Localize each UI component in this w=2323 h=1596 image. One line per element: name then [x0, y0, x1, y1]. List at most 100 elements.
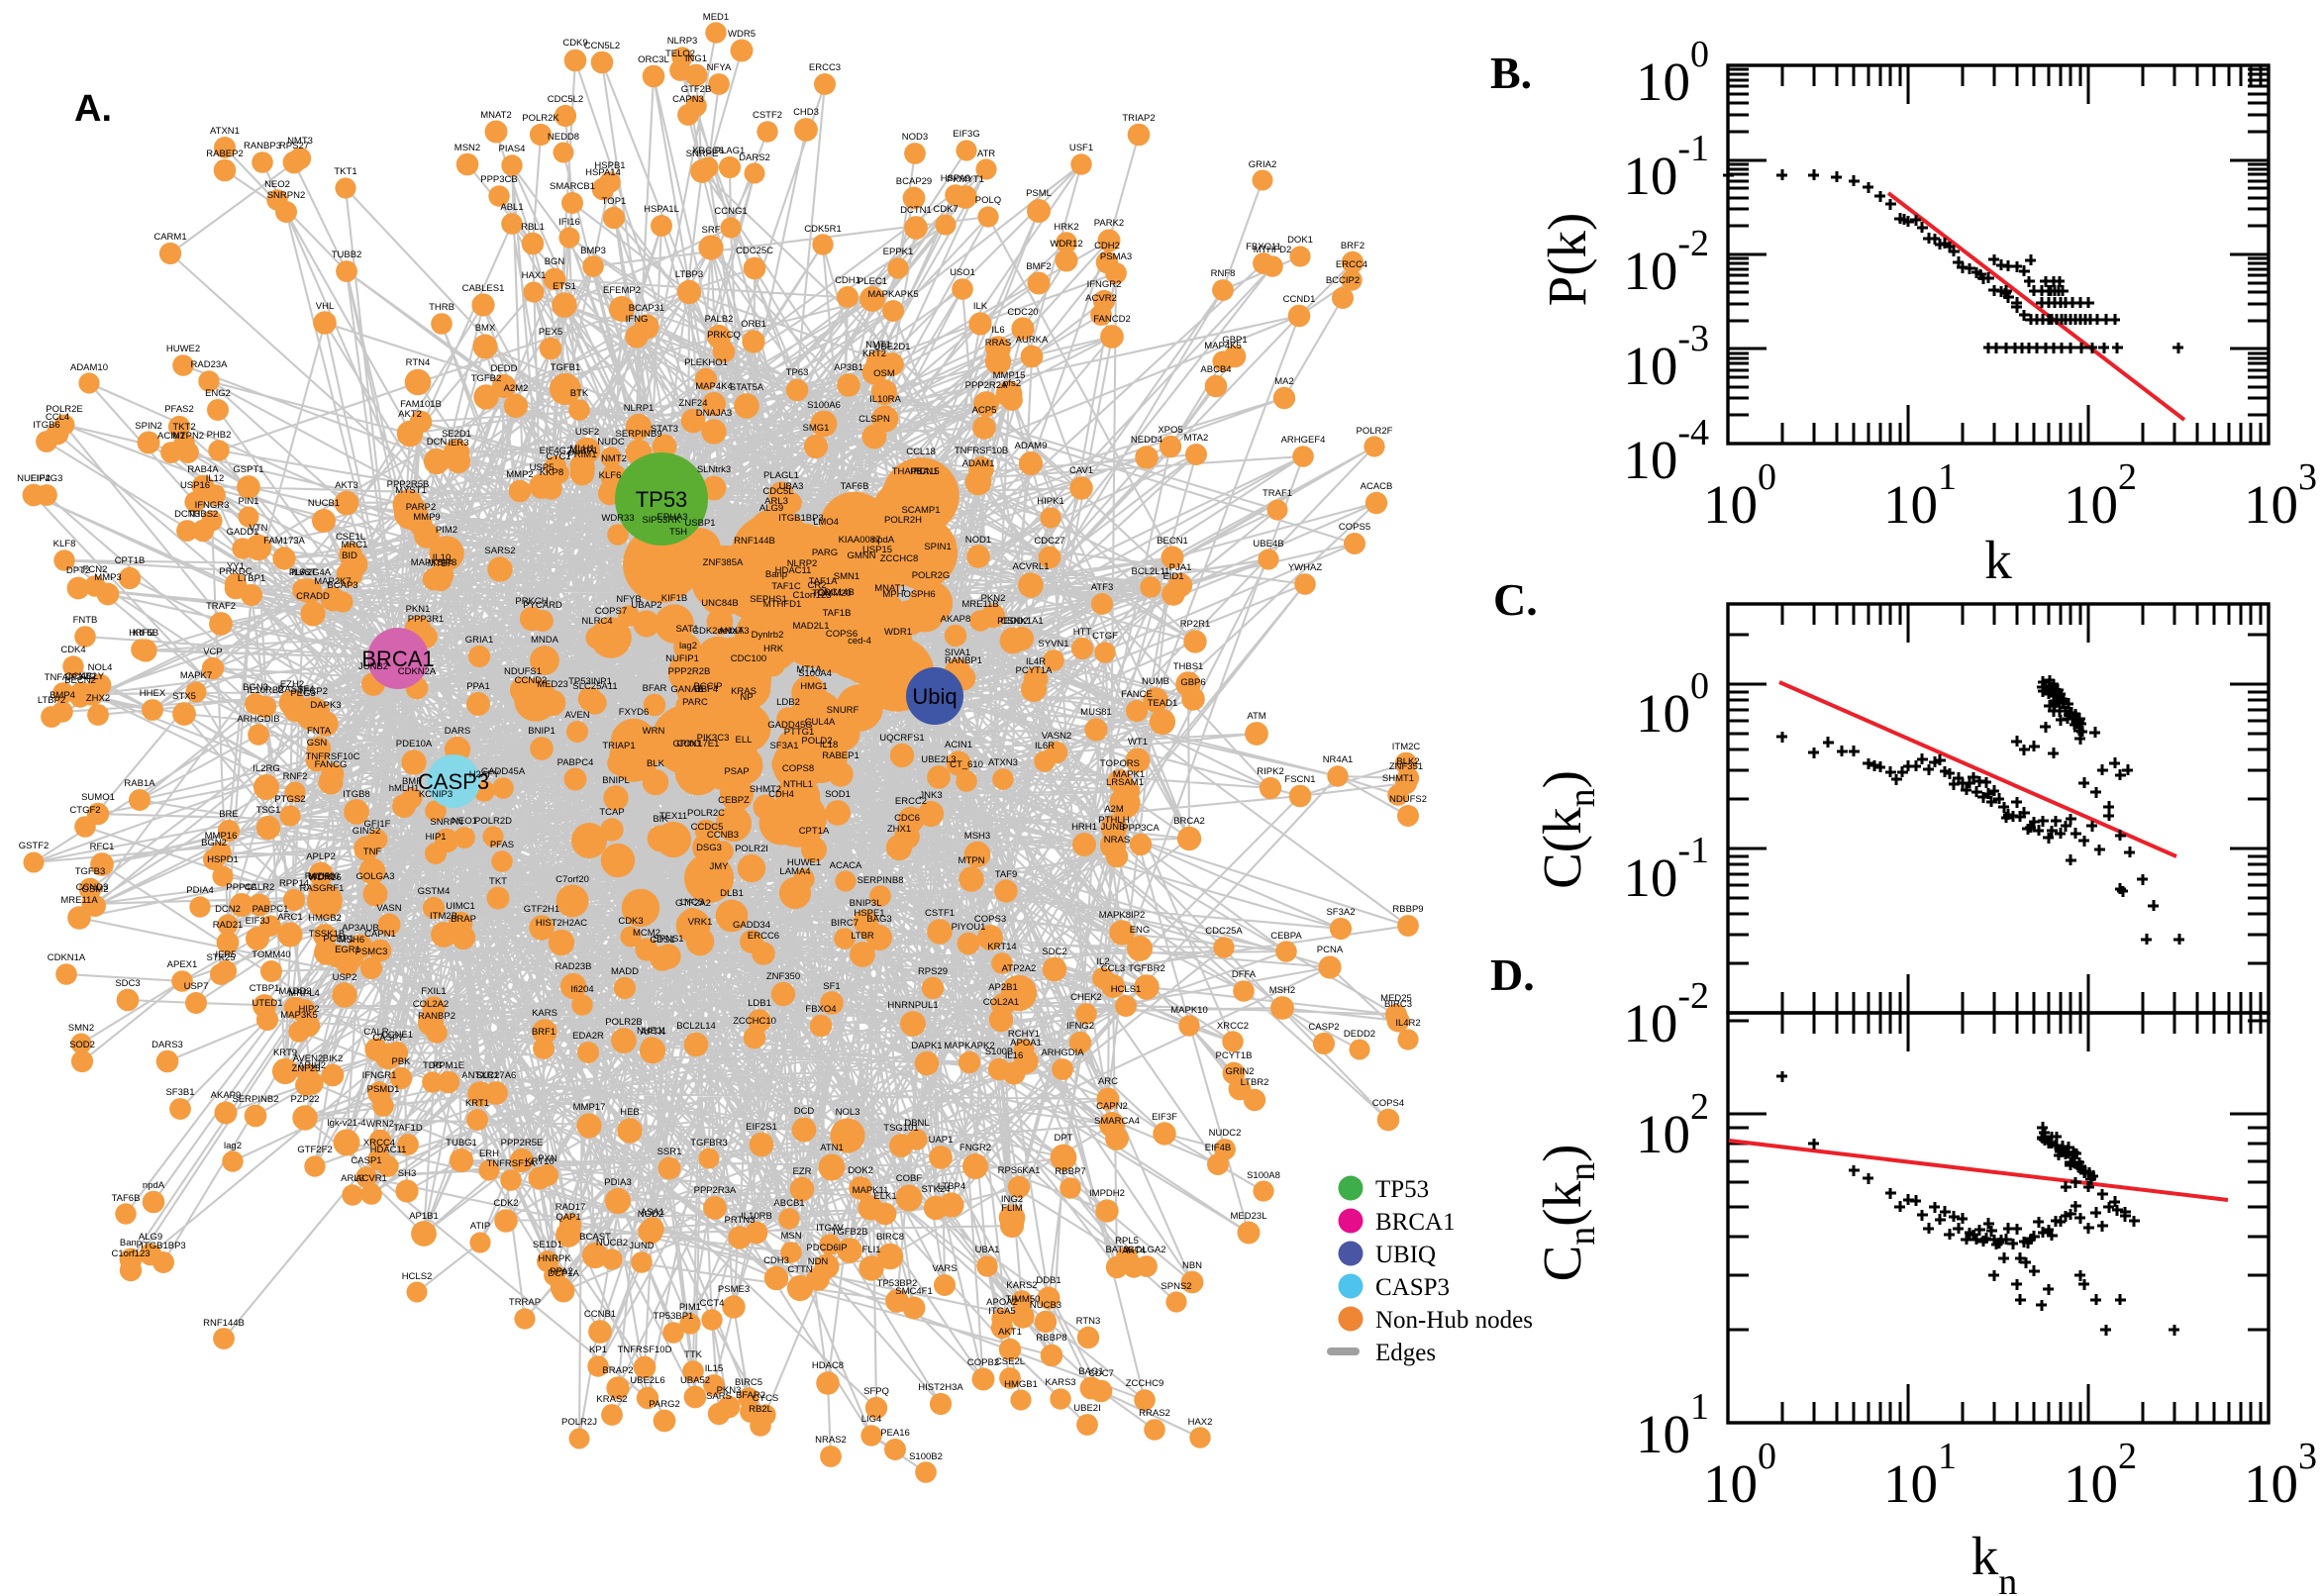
svg-text:IL12: IL12	[206, 473, 225, 484]
svg-text:PEA15: PEA15	[910, 466, 940, 477]
svg-text:NTHL1: NTHL1	[783, 779, 813, 790]
svg-text:HCLS2: HCLS2	[402, 1271, 433, 1282]
svg-text:LTBP4: LTBP4	[938, 1181, 965, 1192]
svg-text:COPS6: COPS6	[826, 629, 858, 640]
svg-text:MMP3: MMP3	[94, 572, 121, 583]
svg-text:ATF3: ATF3	[1091, 582, 1114, 593]
svg-text:SCAMP1: SCAMP1	[901, 505, 940, 516]
svg-text:IFNGR1: IFNGR1	[362, 1070, 397, 1081]
svg-text:PLAGL1: PLAGL1	[763, 470, 799, 481]
svg-text:ITGB1BP3: ITGB1BP3	[141, 1241, 185, 1251]
svg-text:DARS3: DARS3	[152, 1040, 183, 1050]
svg-text:CDC6: CDC6	[894, 813, 920, 824]
svg-text:CCNE1: CCNE1	[381, 1030, 413, 1041]
svg-text:AKT3: AKT3	[335, 480, 358, 491]
svg-text:UIMC1: UIMC1	[446, 901, 475, 912]
svg-text:KARS2: KARS2	[1006, 1280, 1037, 1291]
svg-text:ARL3: ARL3	[764, 496, 788, 507]
svg-text:PFAS: PFAS	[490, 840, 514, 850]
svg-text:IER3: IER3	[448, 438, 468, 449]
svg-text:WRN: WRN	[643, 726, 665, 737]
svg-text:CDK9: CDK9	[562, 38, 587, 49]
svg-text:ITGB6: ITGB6	[33, 420, 59, 431]
svg-text:MAPKAPK5: MAPKAPK5	[867, 289, 918, 300]
svg-text:BCAST: BCAST	[579, 1232, 611, 1243]
svg-text:PARC: PARC	[682, 697, 708, 708]
svg-text:NDUFS1: NDUFS1	[504, 666, 542, 677]
svg-text:PIYOU1: PIYOU1	[952, 922, 986, 933]
svg-text:RASGRF1: RASGRF1	[300, 883, 345, 894]
svg-text:TAF1D: TAF1D	[393, 1123, 423, 1134]
svg-text:SRF: SRF	[702, 225, 721, 236]
svg-text:IFNG: IFNG	[626, 314, 649, 325]
svg-text:HMGB2: HMGB2	[308, 913, 342, 924]
svg-text:HCLS1: HCLS1	[1111, 984, 1142, 995]
svg-text:PLA2G4A: PLA2G4A	[289, 567, 332, 578]
svg-text:TUBB2: TUBB2	[332, 249, 362, 260]
svg-text:BGN: BGN	[545, 256, 565, 267]
svg-text:PSMA3: PSMA3	[1100, 251, 1132, 262]
svg-text:LDB2: LDB2	[776, 697, 800, 708]
svg-text:POLR2J: POLR2J	[561, 1417, 597, 1428]
svg-text:SNURF: SNURF	[827, 705, 859, 716]
svg-text:PARP2: PARP2	[406, 502, 436, 513]
svg-text:AKT2: AKT2	[398, 409, 422, 420]
svg-text:TSG1: TSG1	[256, 805, 281, 816]
svg-text:CCN5L2: CCN5L2	[584, 41, 620, 51]
svg-text:UBA3: UBA3	[779, 481, 804, 492]
svg-text:NOL4: NOL4	[88, 662, 113, 673]
svg-text:ILK: ILK	[973, 301, 988, 312]
svg-text:SOD2: SOD2	[69, 1040, 95, 1050]
svg-text:GSTF2: GSTF2	[19, 841, 50, 851]
svg-text:AKT1: AKT1	[998, 1327, 1022, 1338]
svg-text:ZNF351: ZNF351	[1389, 761, 1423, 772]
svg-text:MUS81: MUS81	[1080, 707, 1112, 718]
svg-text:THRB: THRB	[429, 302, 454, 313]
svg-text:XPO5: XPO5	[1158, 425, 1182, 436]
svg-text:Cn(kn): Cn(kn)	[1532, 1145, 1603, 1282]
svg-text:POLR2H: POLR2H	[884, 515, 922, 526]
svg-text:D.: D.	[1490, 949, 1535, 1000]
svg-text:MPHOSPH6: MPHOSPH6	[882, 589, 935, 600]
svg-text:NDUFS2: NDUFS2	[1389, 794, 1427, 805]
svg-text:SMN2: SMN2	[68, 1023, 94, 1034]
svg-text:EZH2: EZH2	[280, 679, 304, 690]
svg-text:DAPK1: DAPK1	[911, 1041, 942, 1051]
svg-text:k: k	[1984, 530, 2012, 590]
svg-text:VARS: VARS	[932, 1263, 957, 1274]
svg-text:HMGB1: HMGB1	[1004, 1379, 1038, 1390]
svg-text:ZHX1: ZHX1	[887, 824, 911, 835]
svg-text:S100A4: S100A4	[798, 668, 832, 679]
svg-text:ZNF24: ZNF24	[678, 398, 707, 409]
svg-text:ZCCHC8: ZCCHC8	[880, 553, 919, 564]
svg-text:CDC7: CDC7	[1088, 1368, 1114, 1379]
svg-text:Ubiq: Ubiq	[912, 684, 957, 709]
svg-text:EPPK1: EPPK1	[883, 247, 914, 257]
svg-text:COPS8: COPS8	[782, 763, 814, 774]
svg-text:MED23: MED23	[537, 679, 568, 690]
svg-text:NMT1: NMT1	[865, 340, 891, 350]
svg-text:HIST2H2AC: HIST2H2AC	[536, 918, 587, 929]
svg-text:FLIM: FLIM	[1001, 1203, 1023, 1214]
svg-text:CDC14B: CDC14B	[817, 587, 855, 598]
svg-text:BCL2L14: BCL2L14	[676, 1021, 716, 1032]
svg-text:NOD3: NOD3	[902, 132, 928, 143]
svg-text:TAF6B: TAF6B	[112, 1193, 141, 1204]
svg-text:WRN2: WRN2	[366, 1119, 394, 1130]
svg-text:XRCC6: XRCC6	[692, 146, 724, 156]
svg-text:TEAD1: TEAD1	[1148, 698, 1178, 709]
svg-text:FNTA: FNTA	[307, 726, 332, 737]
svg-text:CDC5L2: CDC5L2	[548, 94, 583, 105]
svg-text:PYCARD: PYCARD	[523, 600, 562, 611]
svg-text:RABEP1: RABEP1	[822, 750, 859, 761]
svg-text:ACLY: ACLY	[80, 671, 105, 682]
svg-text:PLEC1: PLEC1	[858, 276, 887, 287]
svg-text:HDAC8: HDAC8	[812, 1360, 844, 1371]
svg-text:TFCP2: TFCP2	[298, 686, 328, 697]
svg-text:GANAB: GANAB	[670, 684, 703, 695]
svg-text:PPP4C: PPP4C	[226, 882, 256, 893]
svg-text:SIP53RK: SIP53RK	[642, 515, 681, 526]
svg-text:GADD1: GADD1	[227, 527, 259, 538]
svg-text:MSH2: MSH2	[1269, 985, 1295, 996]
svg-text:ACVRL1: ACVRL1	[1013, 561, 1050, 572]
